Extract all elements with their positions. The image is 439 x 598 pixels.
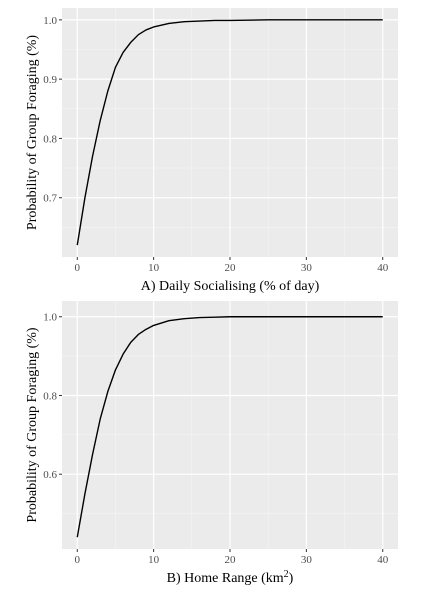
y-tick-label: 0.6 [43, 469, 57, 481]
y-tick-label: 0.8 [43, 133, 57, 145]
chart-panel-1: 0 10 20 30 40 0.7 0.8 0.9 1.0 A) Daily Socialisin… [25, 8, 398, 294]
series-line-1 [76, 19, 383, 246]
x-tick-label: 30 [301, 262, 313, 274]
x-axis-title: A) Daily Socialising (% of day) [141, 279, 320, 294]
x-tick-label: 20 [225, 262, 237, 274]
y-axis-title: Probability of Group Foraging (%) [25, 327, 40, 523]
x-tick-label: 10 [148, 554, 160, 566]
x-tick-label: 0 [75, 262, 81, 274]
y-tick-label: 1.0 [43, 15, 57, 27]
x-tick-label: 30 [301, 554, 313, 566]
x-tick-label: 10 [148, 262, 160, 274]
x-tick-label: 0 [75, 554, 81, 566]
x-tick-label: 20 [225, 554, 237, 566]
x-axis-title: B) Home Range (km2) [167, 569, 294, 586]
y-tick-label: 1.0 [43, 312, 57, 324]
x-tick-label: 40 [377, 262, 389, 274]
x-tick-label: 40 [377, 554, 389, 566]
y-tick-label: 0.7 [43, 193, 57, 205]
y-tick-label: 0.9 [43, 74, 57, 86]
chart-panel-2: 0 10 20 30 40 0.6 0.8 1.0 B) Home Range (km2) Pro… [25, 301, 398, 586]
series-line-1 [76, 316, 383, 538]
y-tick-label: 0.8 [43, 390, 57, 402]
y-axis-title: Probability of Group Foraging (%) [25, 35, 40, 231]
